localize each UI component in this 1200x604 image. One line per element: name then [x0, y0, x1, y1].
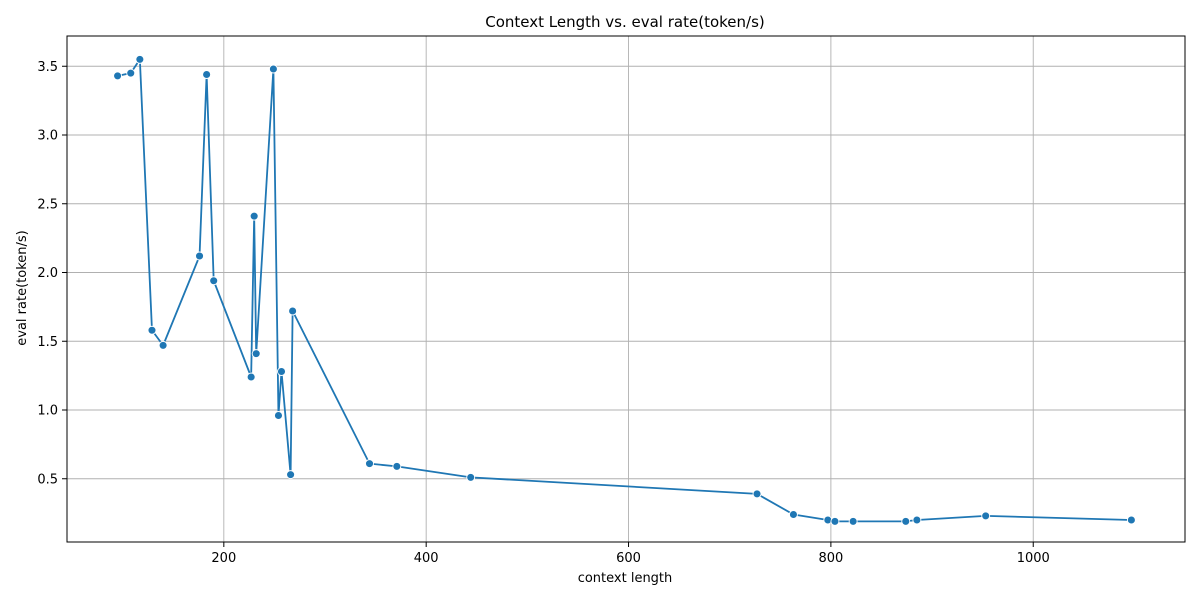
data-point	[912, 515, 922, 525]
data-point	[277, 367, 286, 376]
data-point	[195, 251, 204, 261]
data-point	[126, 68, 136, 78]
y-tick-label: 3.0	[37, 129, 58, 144]
x-tick-label: 400	[414, 551, 439, 566]
data-point	[392, 461, 402, 471]
data-point	[288, 306, 298, 316]
data-point	[901, 516, 911, 526]
data-point	[147, 325, 157, 335]
x-axis-label: context length	[578, 571, 673, 586]
y-tick-label: 3.5	[37, 60, 58, 75]
x-tick-label: 200	[211, 551, 236, 566]
x-tick-label: 1000	[1017, 551, 1050, 566]
data-point	[158, 340, 168, 350]
data-point	[981, 511, 991, 521]
data-point	[848, 516, 858, 526]
x-tick-label: 800	[818, 551, 843, 566]
data-point	[286, 470, 296, 480]
y-tick-label: 2.0	[37, 266, 58, 281]
data-point	[1126, 515, 1136, 525]
y-tick-label: 1.0	[37, 404, 58, 419]
plot-frame	[66, 35, 1186, 543]
data-point	[246, 372, 256, 382]
data-point	[830, 516, 840, 526]
data-point	[249, 211, 259, 221]
data-point	[823, 515, 833, 525]
axes: 200 400 600 800 1000 0.5 1.0 1.5 2.0 2.5 3.0 3.5	[37, 35, 1186, 566]
series-layer	[113, 54, 1136, 526]
chart-title: Context Length vs. eval rate(token/s)	[485, 13, 765, 31]
data-point	[251, 349, 261, 359]
series-line	[117, 58, 1132, 523]
data-point	[466, 472, 476, 482]
x-tick-label: 600	[616, 551, 641, 566]
data-point	[274, 411, 283, 420]
grid	[67, 36, 1185, 542]
y-tick-label: 2.5	[37, 197, 58, 212]
data-point	[788, 510, 798, 519]
y-tick-label: 0.5	[37, 472, 58, 487]
y-tick-label: 1.5	[37, 335, 58, 350]
data-point	[202, 70, 212, 79]
data-point	[752, 489, 762, 499]
data-point	[209, 276, 219, 286]
data-point	[268, 64, 278, 74]
data-point	[135, 54, 145, 64]
data-point	[365, 459, 374, 469]
data-point	[113, 71, 123, 81]
y-axis-label: eval rate(token/s)	[15, 230, 30, 345]
